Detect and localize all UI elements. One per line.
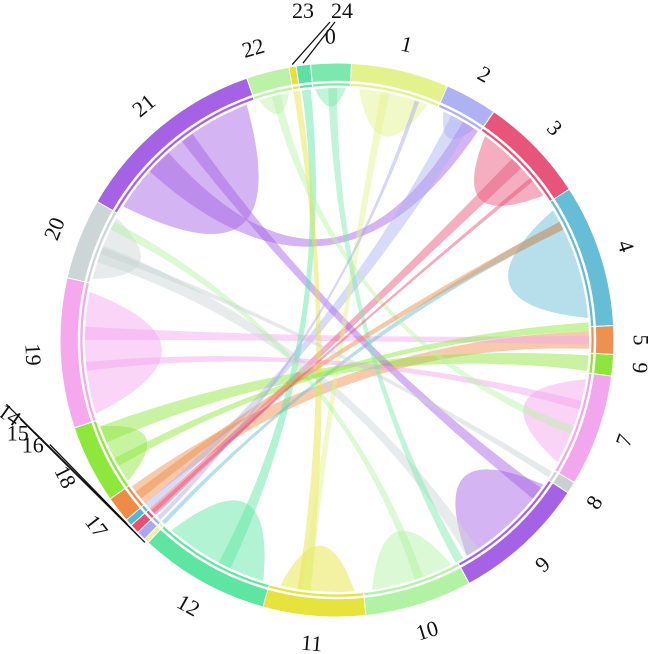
ribbon-4-8 [508,210,589,319]
segment-label-16: 16 [22,433,44,458]
ribbon-11-24 [293,90,322,591]
ribbon-2-18 [145,115,471,509]
ribbon-8-35 [100,247,552,478]
segment-label-6: 6 [627,361,650,374]
ribbon-0-12 [315,87,346,107]
segment-label-20: 20 [39,214,70,244]
ribbon-12-3 [171,500,265,581]
segment-label-18: 18 [49,461,81,492]
separator-ring [77,80,597,600]
leader-line-16 [49,444,128,525]
ribbon-9-22 [181,133,541,499]
segment-label-17: 17 [80,510,113,543]
segment-label-12: 12 [173,589,204,622]
ribbon-15-34 [151,178,533,514]
chord-ribbons [84,87,590,593]
chord-segments [59,62,615,618]
ribbon-1-25 [301,91,390,591]
ribbon-17-32 [135,221,564,499]
ribbon-10-5 [372,530,452,590]
ribbon-7-7 [523,379,586,463]
segment-label-5: 5 [629,335,650,346]
ribbon-7-27 [85,356,582,410]
segment-label-0: 0 [325,23,337,48]
segment-label-1: 1 [398,31,414,58]
segment-label-9: 9 [530,551,555,577]
ribbon-6-16 [100,353,589,443]
segment-label-22: 22 [239,33,267,63]
ribbon-2-14 [442,111,475,140]
ribbon-3-20 [149,158,522,516]
segment-label-10: 10 [413,615,441,645]
segment-label-3: 3 [542,115,568,140]
segment-label-11: 11 [300,630,323,654]
ribbon-12-23 [218,89,316,569]
ribbon-21-0 [123,104,259,235]
segment-label-7: 7 [610,431,637,450]
ribbon-22-11 [259,92,289,115]
segment-label-8: 8 [581,491,608,514]
ribbon-20-13 [92,217,141,280]
ribbon-19-1 [84,291,162,414]
ribbon-3-9 [474,136,544,206]
segment-label-21: 21 [127,89,160,122]
ribbon-11-4 [280,545,355,593]
segment-label-15: 15 [7,420,29,445]
ribbon-19-19 [85,326,589,345]
ribbon-18-2 [100,425,148,481]
segment-label-24: 24 [331,0,353,23]
ribbon-9-6 [455,469,544,557]
ribbon-5-15 [131,331,590,504]
leader-line-24 [302,21,336,64]
segment-label-4: 4 [613,237,640,255]
segment-label-23: 23 [292,0,314,23]
segment-label-19: 19 [20,343,46,366]
ribbon-1-10 [358,88,428,137]
ribbon-21-17 [149,121,478,247]
leader-line-23 [291,21,331,66]
segment-label-2: 2 [474,61,496,88]
